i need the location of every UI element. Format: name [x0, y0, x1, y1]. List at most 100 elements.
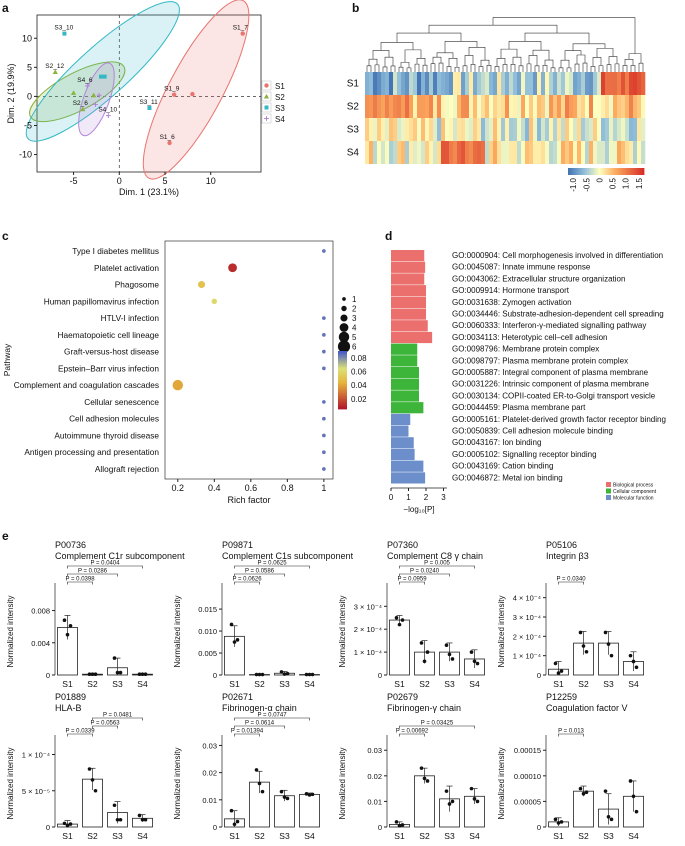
go-term-label: GO:0043169: Cation binding [452, 462, 553, 471]
colorbar-step [626, 168, 630, 175]
legend-swatch [606, 482, 611, 487]
x-tick-label: 1 [321, 483, 326, 493]
dendrogram-branch [454, 66, 460, 72]
heatmap-cell [517, 118, 522, 141]
significance-bracket [67, 733, 93, 737]
heatmap-cell [545, 141, 550, 164]
heatmap-cell [433, 95, 438, 118]
heatmap-cell [409, 95, 414, 118]
heatmap-cell [529, 141, 534, 164]
dendrogram-branch [622, 65, 628, 72]
heatmap-cell [465, 95, 470, 118]
go-term-label: GO:0046872: Metal ion binding [452, 473, 563, 482]
legend-swatch [606, 495, 611, 500]
heatmap-cell [401, 118, 406, 141]
go-term-label: GO:0043062: Extracellular structure orga… [452, 274, 625, 283]
y-tick-label: -10 [19, 150, 32, 160]
dendrogram-branch [638, 62, 644, 72]
heatmap-cell [497, 141, 502, 164]
replicate-point [397, 622, 402, 627]
heatmap-cell [377, 141, 382, 164]
color-legend-step [338, 394, 347, 397]
size-legend-label: 1 [352, 295, 357, 304]
y-tick-label: 0.01 [202, 796, 217, 805]
heatmap-cell [569, 72, 574, 95]
x-tick-label: S2 [254, 679, 265, 689]
replicate-point [447, 802, 452, 806]
heatmap-cell [561, 141, 566, 164]
heatmap-cell [621, 72, 626, 95]
heatmap-cell [609, 118, 614, 141]
heatmap-cell [529, 72, 534, 95]
heatmap-cell [401, 95, 406, 118]
x-tick-label: 0.6 [245, 483, 258, 493]
heatmap-cell [549, 141, 554, 164]
heatmap-cell [549, 118, 554, 141]
replicate-point [257, 781, 262, 786]
heatmap-cell [537, 118, 542, 141]
heatmap-cell [573, 141, 578, 164]
heatmap-cell [389, 95, 394, 118]
colorbar-step [632, 168, 635, 175]
panel-b-heatmap: S1 S2 S3 S4 -1.0 -0.5 0 0.5 1.0 1.5 [347, 17, 646, 192]
dendrogram-branch [534, 65, 540, 72]
go-term-label: GO:0005887: Integral component of plasma… [452, 368, 649, 377]
y-tick-label: 2 × 10⁻⁴ [354, 625, 382, 634]
heatmap-cell [425, 72, 430, 95]
replicate-point [65, 632, 70, 637]
heatmap-cell [489, 95, 494, 118]
heatmap-cell [409, 72, 414, 95]
heatmap-cell [537, 95, 542, 118]
colorbar-tick-label: 1.0 [622, 177, 631, 189]
colorbar-step [571, 168, 575, 175]
replicate-point [419, 641, 424, 645]
color-legend-step [338, 353, 347, 356]
y-tick-label: 0.00010 [514, 772, 541, 781]
colorbar-step [607, 168, 611, 175]
color-legend-step [338, 390, 347, 392]
colorbar-step [598, 168, 601, 175]
legend-label: Biological process [613, 483, 654, 489]
y-tick-label: 0.010 [198, 627, 217, 636]
plot-frame [36, 14, 262, 173]
go-term-label: GO:0031638: Zymogen activation [452, 298, 572, 307]
heatmap-cell [469, 118, 474, 141]
replicate-point [279, 670, 284, 674]
heatmap-cell [425, 95, 430, 118]
heatmap-cell [617, 141, 622, 164]
y-tick-label: 0.008 [31, 607, 50, 616]
pathway-label: Human papillomavirus infection [44, 296, 160, 306]
plot-frame [164, 240, 334, 480]
heatmap-cell [601, 72, 606, 95]
y-axis-label: Normalized intensity [6, 595, 15, 667]
dendrogram-branch [398, 66, 404, 72]
point-label: S2_6 [73, 100, 89, 107]
heatmap-cell [397, 118, 402, 141]
replicate-point [87, 767, 92, 771]
go-bar-bio [391, 285, 426, 297]
y-axis-label: Normalized intensity [338, 747, 347, 819]
color-legend-step [338, 381, 347, 384]
colorbar-step [613, 168, 616, 175]
dendrogram-branch [630, 65, 636, 72]
colorbar-step [642, 168, 645, 175]
heatmap-cell [437, 118, 442, 141]
heatmap-cell [381, 118, 386, 141]
go-term-label: GO:0031226: Intrinsic component of plasm… [452, 380, 650, 389]
go-bar-bio [391, 296, 426, 308]
colorbar-tick-label: 0 [595, 177, 604, 182]
heatmap-cell [369, 72, 374, 95]
colorbar-step [590, 168, 594, 175]
heatmap-cell [465, 118, 470, 141]
size-legend-dot [337, 340, 351, 353]
y-tick-label: 1 × 10⁻⁴ [513, 652, 541, 661]
y-tick-label: 0 [378, 671, 382, 680]
heatmap-cell [597, 141, 602, 164]
p-value-label: P = 0.0240 [410, 569, 440, 575]
dendrogram-branch [382, 66, 388, 72]
y-tick-label: 0 [46, 671, 50, 680]
colorbar-step [577, 168, 580, 175]
heatmap-cell [597, 95, 602, 118]
